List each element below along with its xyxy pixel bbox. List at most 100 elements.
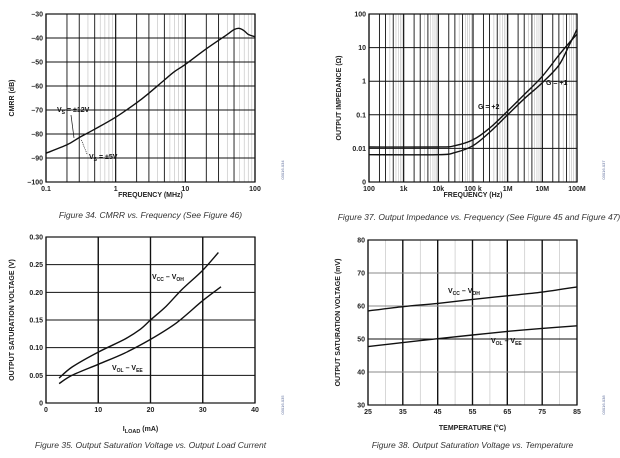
x-tick-label: 10	[181, 186, 189, 193]
y-tick-label: 0.25	[29, 262, 43, 269]
x-tick-label: 45	[434, 409, 442, 416]
anno-sub1: OL	[117, 368, 124, 374]
figure-caption: Figure 34. CMRR vs. Frequency (See Figur…	[59, 210, 242, 220]
y-tick-label: –60	[31, 84, 43, 91]
figure-code: 03016-034	[280, 160, 285, 180]
x-tick-label: 100	[249, 186, 261, 193]
chart-fig37: 100 1k 10k 100 k 1M 10M 100M 0 0.01 0.1 1 10 100 FREQ…	[336, 12, 620, 223]
anno-v: V	[57, 107, 62, 114]
anno-sub1: OL	[496, 341, 503, 347]
figure-caption: Figure 35. Output Saturation Voltage vs.…	[35, 440, 267, 450]
annotation-leader	[70, 114, 75, 139]
anno-sub2: EE	[136, 368, 143, 374]
y-tick-label: 0.15	[29, 318, 43, 325]
y-tick-label: 0.05	[29, 373, 43, 380]
y-tick-label: 10	[358, 45, 366, 52]
y-axis-label: OUTPUT IMPEDANCE (Ω)	[336, 56, 343, 141]
grid	[367, 239, 578, 406]
y-tick-label: 70	[357, 271, 365, 278]
x-tick-label: 100	[363, 186, 375, 193]
x-tick-label: 1M	[503, 186, 513, 193]
y-tick-label: 0.30	[29, 235, 43, 242]
x-axis-label: ILOAD (mA)	[123, 426, 158, 435]
anno-sub: S	[94, 157, 98, 163]
anno-rest: = ±5V	[97, 154, 118, 161]
x-tick-label: 65	[503, 409, 511, 416]
y-tick-label: –90	[31, 156, 43, 163]
y-tick-label: –50	[31, 60, 43, 67]
chart-fig35: 0 10 20 30 40 0 0.05 0.10 0.15 0.20 0.25 0.30 ILOAD …	[9, 235, 285, 451]
annotation-vs-12v: VS = ±12V	[57, 107, 90, 116]
anno-mid: –	[503, 338, 511, 345]
anno-v1: V	[152, 274, 157, 281]
annotation-g-plus-2: G = +2	[478, 104, 500, 111]
x-axis-label: FREQUENCY (Hz)	[444, 192, 503, 199]
y-axis-label: CMRR (dB)	[9, 80, 16, 117]
annotation-vol-vee: VOL – VEE	[112, 365, 143, 374]
series-line-2	[367, 325, 578, 348]
anno-sub2: OH	[176, 277, 184, 283]
anno-v1: V	[448, 288, 453, 295]
y-tick-label: –70	[31, 108, 43, 115]
anno-text: G = +2	[478, 104, 500, 111]
grid	[45, 13, 256, 183]
anno-sub2: OH	[472, 291, 480, 297]
y-tick-label: 0	[362, 180, 366, 187]
y-tick-label: 1	[362, 79, 366, 86]
y-tick-label: 100	[354, 12, 366, 19]
anno-sub1: CC	[453, 291, 461, 297]
anno-rest: = ±12V	[65, 107, 90, 114]
chart-fig34: 0.1 1 10 100 –30 –40 –50 –60 –70 –80 –90 –100 FREQUE…	[9, 12, 285, 221]
anno-sub1: CC	[157, 277, 165, 283]
y-tick-label: –30	[31, 12, 43, 19]
x-tick-label: 10	[94, 407, 102, 414]
annotation-vs-5v: VS = ±5V	[89, 154, 118, 163]
series-line-1	[368, 33, 578, 148]
anno-v1: V	[112, 365, 117, 372]
anno-mid: –	[460, 288, 468, 295]
x-tick-label: 85	[573, 409, 581, 416]
plot-frame	[368, 13, 578, 183]
y-tick-label: –40	[31, 36, 43, 43]
series-line-2	[368, 28, 578, 156]
chart-fig38: 25 35 45 55 65 75 85 30 40 50 60 70 80 TEMPERATURE (°…	[335, 238, 606, 451]
anno-v2: V	[172, 274, 177, 281]
x-tick-label: 55	[469, 409, 477, 416]
anno-sub: S	[62, 110, 66, 116]
x-tick-label: 30	[199, 407, 207, 414]
x-tick-label: 10k	[432, 186, 444, 193]
y-tick-label: 80	[357, 238, 365, 245]
x-axis-label: FREQUENCY (MHz)	[118, 192, 183, 199]
x-tick-label: 1k	[400, 186, 408, 193]
plot-frame	[45, 13, 256, 183]
annotation-leader	[80, 138, 88, 155]
x-axis-label: TEMPERATURE (°C)	[439, 424, 506, 432]
x-tick-label: 35	[399, 409, 407, 416]
y-axis-label: OUTPUT SATURATION VOLTAGE (V)	[9, 259, 16, 381]
figure-caption: Figure 37. Output Impedance vs. Frequenc…	[338, 212, 620, 222]
figure-code: 03016-037	[601, 160, 606, 180]
anno-text: G = +1	[546, 80, 568, 87]
y-tick-label: –100	[27, 180, 43, 187]
y-tick-label: 0.20	[29, 290, 43, 297]
x-tick-label: 20	[147, 407, 155, 414]
series-line-1	[367, 286, 578, 312]
annotation-vol-vee: VOL – VEE	[491, 338, 522, 347]
y-tick-label: 40	[357, 370, 365, 377]
y-tick-label: 60	[357, 304, 365, 311]
annotation-vcc-voh: VCC – VOH	[448, 288, 480, 297]
x-tick-label: 25	[364, 409, 372, 416]
x-tick-label: 40	[251, 407, 259, 414]
anno-v2: V	[468, 288, 473, 295]
x-tick-label: 0	[44, 407, 48, 414]
x-tick-label: 10M	[536, 186, 550, 193]
x-axis-label-sub: LOAD	[125, 429, 141, 435]
x-tick-label: 0.1	[41, 186, 51, 193]
y-tick-label: 0.1	[356, 112, 366, 119]
y-tick-label: 0	[39, 401, 43, 408]
series-line-1	[58, 252, 219, 379]
anno-v1: V	[491, 338, 496, 345]
x-tick-label: 1	[114, 186, 118, 193]
x-axis-label-unit: (mA)	[140, 426, 158, 433]
